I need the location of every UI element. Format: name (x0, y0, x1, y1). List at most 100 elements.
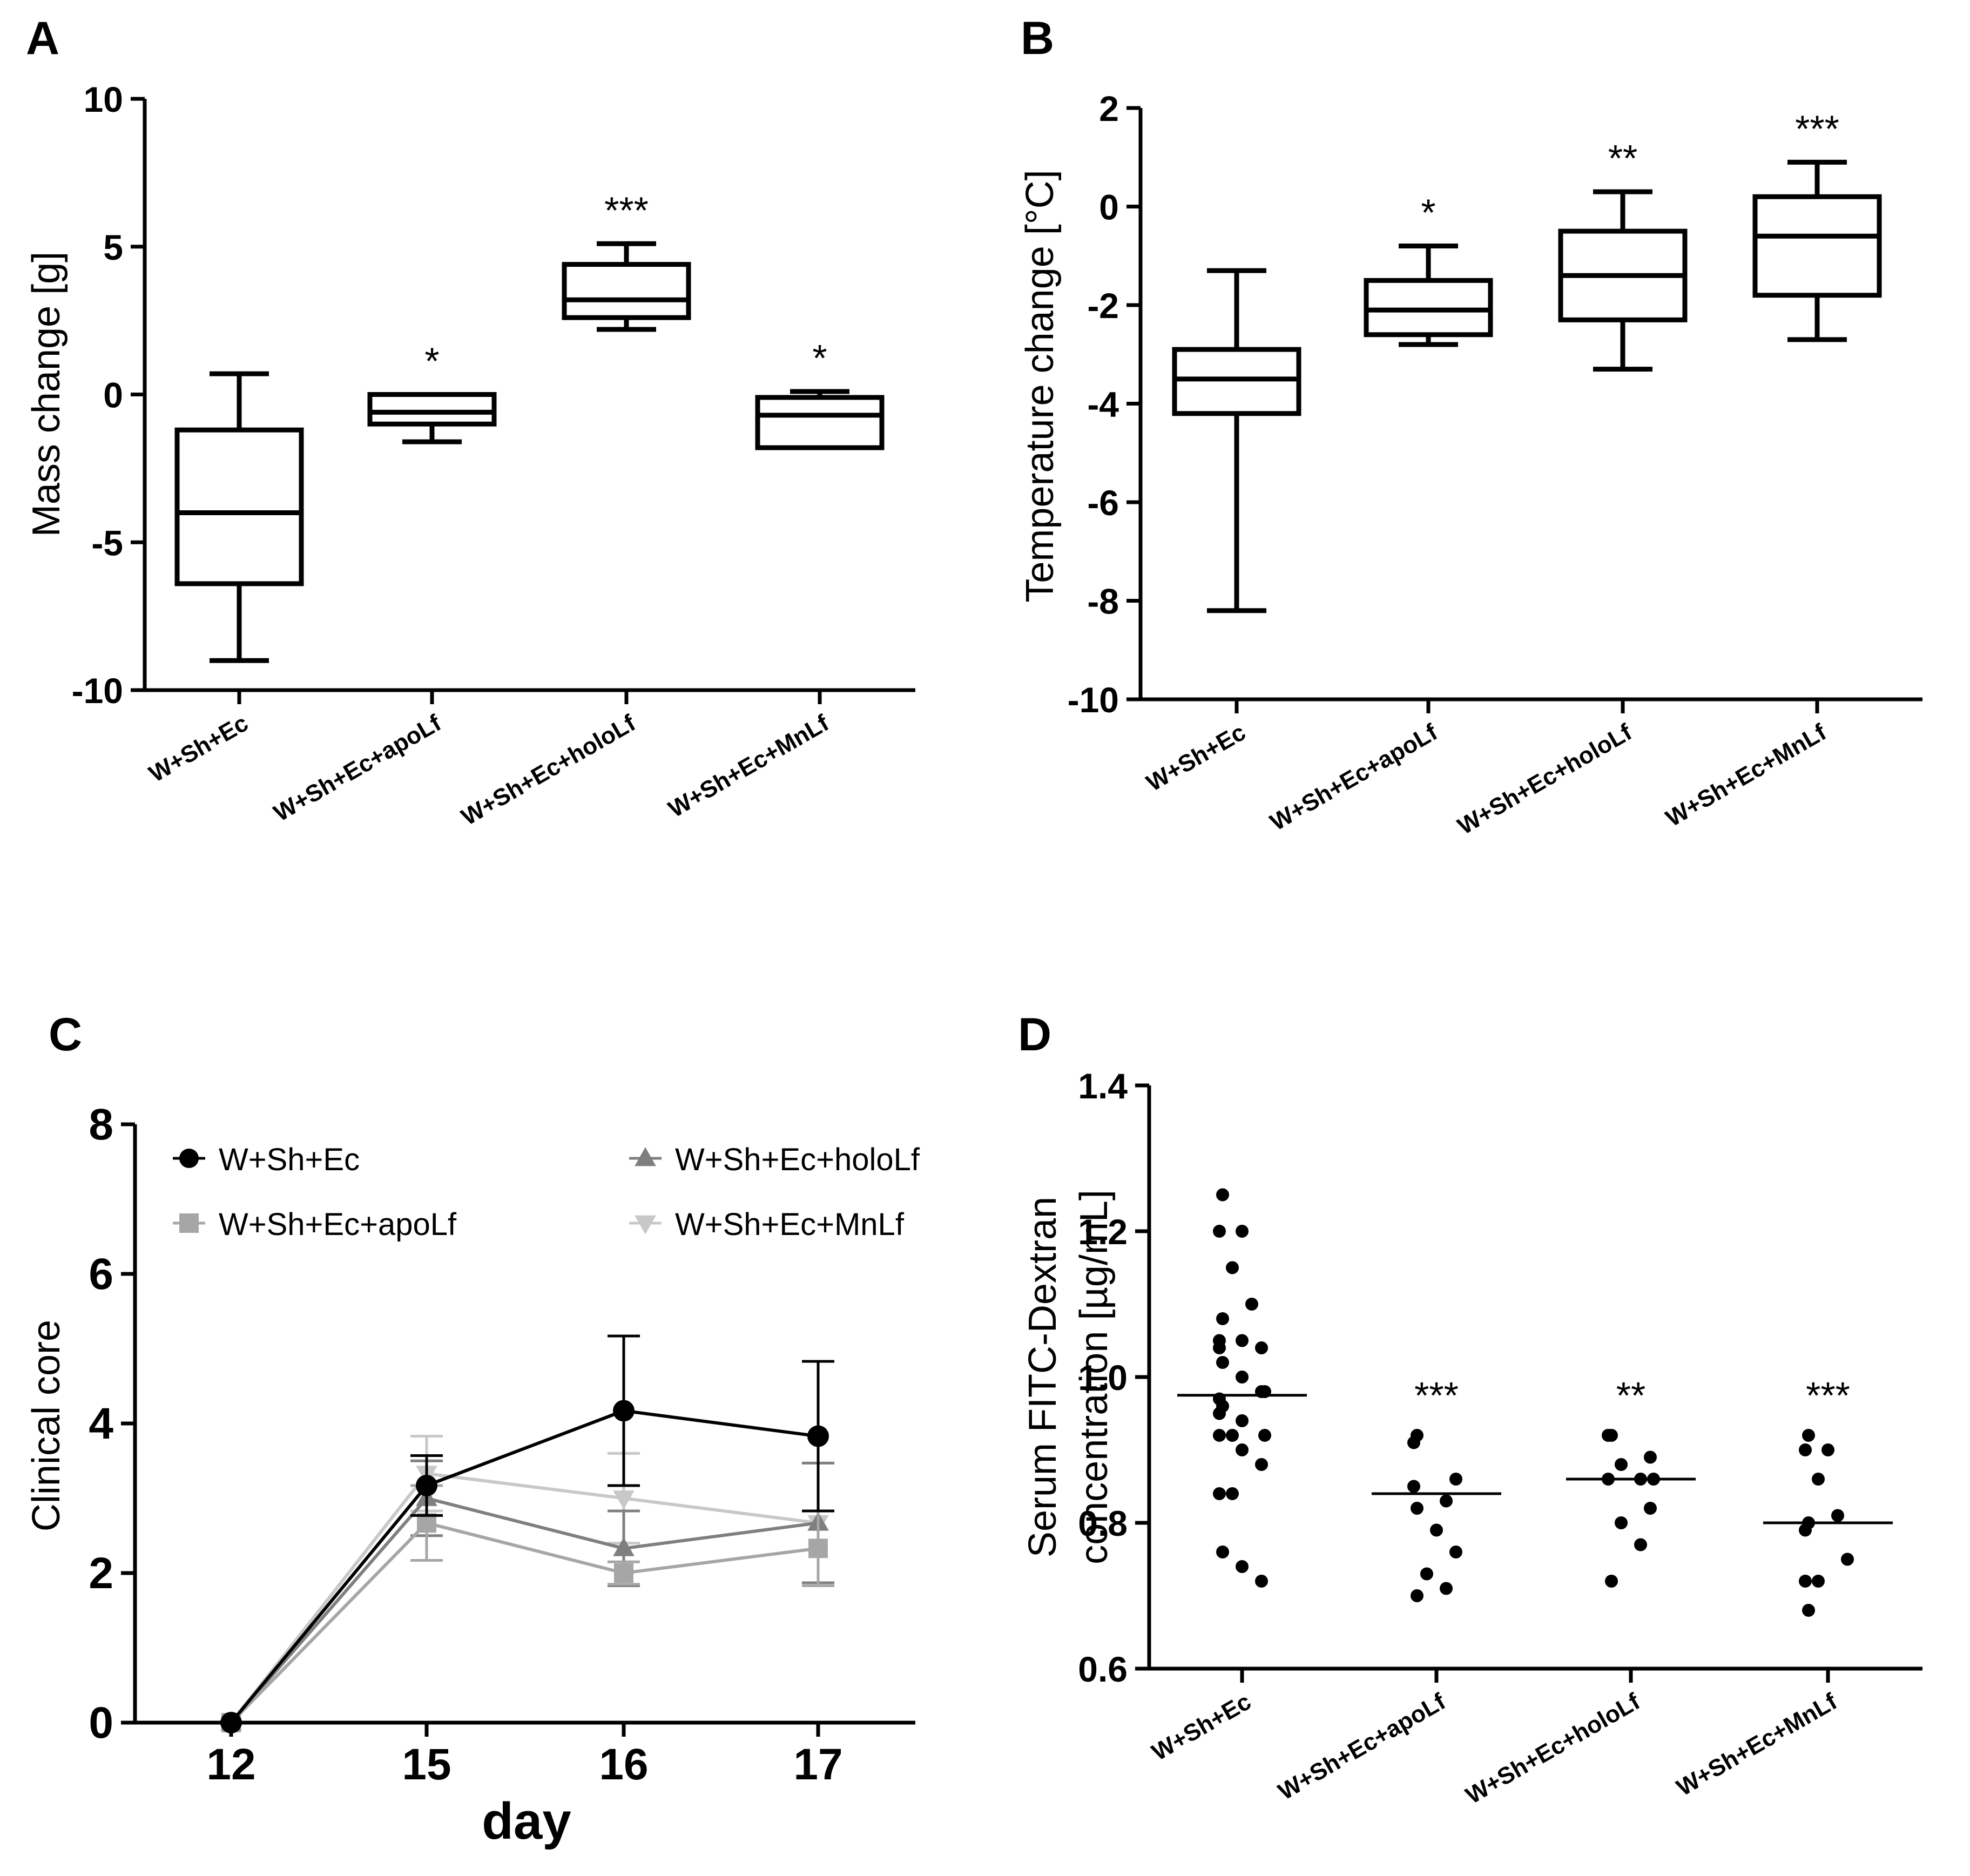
data-point (1213, 1487, 1226, 1500)
x-tick-label: W+Sh+Ec (1142, 719, 1250, 797)
box-iqr (1752, 194, 1882, 298)
box-iqr (1364, 278, 1493, 338)
group-points (1213, 1188, 1271, 1588)
data-point (1236, 1225, 1249, 1238)
data-point (1799, 1523, 1812, 1537)
significance-label: *** (604, 189, 649, 231)
data-point (1216, 1312, 1229, 1325)
data-point (1236, 1443, 1249, 1456)
box-iqr (755, 395, 885, 450)
box-iqr (1172, 347, 1301, 416)
panel-letter: B (1021, 12, 1054, 64)
y-tick-label: 1.4 (1078, 1066, 1128, 1106)
data-point (1634, 1538, 1647, 1551)
data-point (1213, 1429, 1226, 1442)
x-tick-label: W+Sh+Ec+holoLf (457, 710, 640, 831)
x-tick-label: 17 (793, 1740, 842, 1789)
series-line (230, 1472, 819, 1724)
y-tick-label: -10 (1068, 680, 1119, 720)
data-point (1407, 1436, 1420, 1449)
data-point (1226, 1487, 1239, 1500)
y-tick-label: 10 (84, 79, 123, 119)
y-tick-label: -2 (1087, 286, 1119, 326)
data-point (1407, 1480, 1420, 1493)
series-W+Sh+Ec+MnLf (220, 1435, 834, 1734)
y-tick-label: -6 (1087, 483, 1119, 523)
x-tick-label: 15 (402, 1740, 451, 1789)
group-points (1602, 1429, 1660, 1588)
significance-label: * (424, 340, 439, 382)
x-tick-label: W+Sh+Ec+holoLf (1453, 719, 1636, 840)
data-point (1831, 1509, 1844, 1522)
data-point (1799, 1575, 1812, 1588)
data-point (1236, 1560, 1249, 1573)
marker-circle (220, 1712, 242, 1733)
y-tick-label: 2 (1099, 89, 1119, 129)
x-tick-label: W+Sh+Ec+apoLf (269, 710, 446, 827)
data-point (1802, 1429, 1815, 1442)
data-point (1216, 1188, 1229, 1202)
series-line (230, 1496, 819, 1724)
data-point (1216, 1356, 1229, 1369)
data-point (1644, 1450, 1657, 1464)
data-point (1802, 1604, 1815, 1617)
box-iqr (174, 427, 304, 586)
data-point (1430, 1523, 1443, 1537)
panel-letter: C (49, 1009, 82, 1061)
x-tick-label: W+Sh+Ec (145, 710, 253, 787)
y-tick-label: 6 (89, 1250, 113, 1299)
data-point (1213, 1225, 1226, 1238)
y-tick-label: 0 (103, 375, 123, 415)
x-tick-label: W+Sh+Ec (1148, 1688, 1256, 1766)
data-point (1411, 1502, 1423, 1515)
y-tick-label: 0.6 (1078, 1649, 1128, 1689)
marker-triangle-down (613, 1490, 635, 1510)
y-tick-label: 0.8 (1078, 1503, 1128, 1543)
y-axis-label: Clinical core (25, 1320, 68, 1531)
data-point (1644, 1502, 1657, 1515)
y-tick-label: -8 (1087, 582, 1119, 622)
panel-b: B 2 0 -2 -4 -6 -8 -10 Temperature change [°C] W+S… (1018, 12, 1922, 840)
data-point (1440, 1582, 1453, 1595)
x-tick-label: 16 (599, 1740, 648, 1789)
legend-label: W+Sh+Ec+apoLf (219, 1207, 457, 1242)
y-tick-label: 1.2 (1078, 1212, 1128, 1252)
data-point (1411, 1589, 1423, 1602)
data-point (1812, 1473, 1825, 1486)
legend: W+Sh+Ec W+Sh+Ec+apoLf W+Sh+Ec+holoLf W+Sh+E… (173, 1142, 920, 1242)
series-W+Sh+Ec (220, 1334, 834, 1733)
significance-label: ** (1608, 137, 1637, 179)
y-tick-label: -5 (91, 523, 123, 563)
data-point (1449, 1546, 1462, 1558)
y-axis-label: Mass change [g] (25, 252, 68, 537)
marker-circle (613, 1400, 635, 1422)
marker-circle (416, 1474, 437, 1496)
x-tick-label: W+Sh+Ec+apoLf (1266, 719, 1442, 836)
y-tick-label: -4 (1087, 384, 1119, 424)
significance-label: ** (1616, 1374, 1645, 1416)
data-point (1602, 1429, 1615, 1442)
data-point (1236, 1334, 1249, 1347)
data-point (1821, 1443, 1834, 1456)
marker-circle (179, 1149, 199, 1168)
series-W+Sh+Ec+holoLf (220, 1459, 834, 1731)
marker-square (808, 1538, 828, 1558)
x-tick-label: W+Sh+Ec+MnLf (1672, 1688, 1841, 1801)
significance-label: * (812, 337, 827, 379)
box-iqr (367, 392, 497, 427)
y-tick-label: 8 (89, 1100, 113, 1149)
panel-letter: D (1018, 1009, 1051, 1061)
data-point (1255, 1341, 1268, 1354)
marker-triangle-up (613, 1537, 635, 1556)
data-point (1213, 1407, 1226, 1420)
data-point (1216, 1546, 1229, 1558)
y-tick-label: 0 (1099, 187, 1119, 227)
x-tick-label: W+Sh+Ec+apoLf (1274, 1688, 1450, 1805)
data-point (1420, 1567, 1433, 1581)
data-point (1841, 1553, 1854, 1566)
data-point (1226, 1261, 1239, 1274)
box-iqr (562, 262, 691, 320)
x-tick-label: W+Sh+Ec+holoLf (1461, 1688, 1644, 1809)
